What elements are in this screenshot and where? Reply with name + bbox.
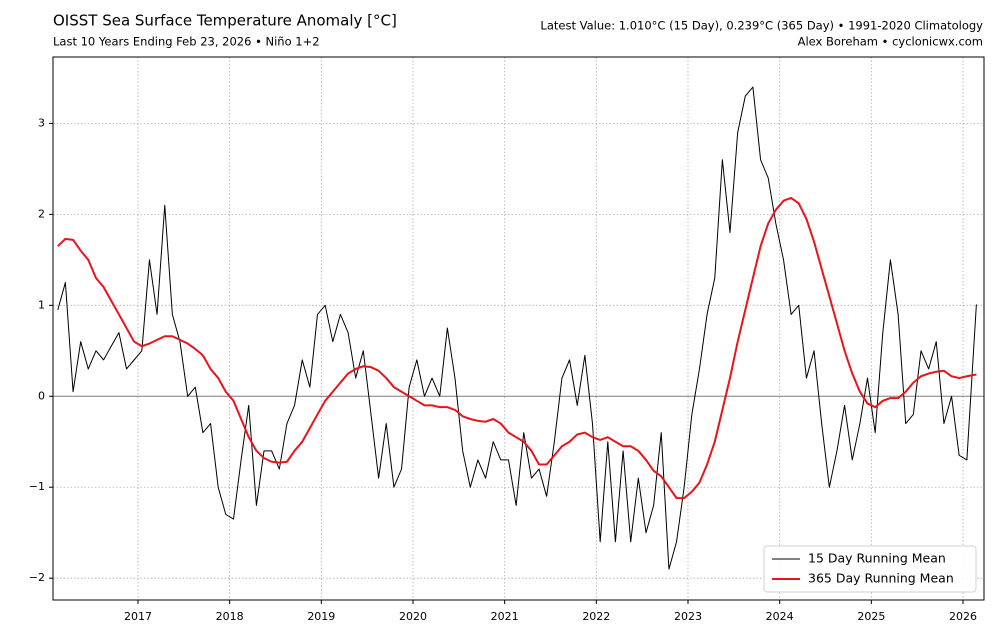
y-tick-label: 0: [38, 389, 45, 402]
y-tick-label: 1: [38, 298, 45, 311]
series-line: [57, 196, 977, 500]
x-tick-label: 2025: [857, 610, 885, 623]
x-tick-label: 2024: [766, 610, 794, 623]
x-tick-label: 2020: [399, 610, 427, 623]
annotation: Alex Boreham • cyclonicwx.com: [798, 35, 983, 49]
x-tick-label: 2021: [491, 610, 519, 623]
y-tick-label: 2: [38, 207, 45, 220]
x-tick-label: 2026: [949, 610, 977, 623]
x-tick-label: 2019: [307, 610, 335, 623]
legend-label: 365 Day Running Mean: [808, 571, 954, 586]
x-tick-label: 2018: [216, 610, 244, 623]
chart-subtitle: Last 10 Years Ending Feb 23, 2026 • Niño…: [53, 35, 320, 49]
x-tick-label: 2023: [674, 610, 702, 623]
x-tick-label: 2017: [124, 610, 152, 623]
y-tick-label: −1: [29, 480, 45, 493]
series-line: [57, 86, 977, 570]
chart-title: OISST Sea Surface Temperature Anomaly [°…: [53, 12, 397, 30]
legend-box: [763, 545, 977, 593]
y-tick-label: 3: [38, 116, 45, 129]
x-tick-label: 2022: [582, 610, 610, 623]
y-tick-label: −2: [29, 571, 45, 584]
legend-label: 15 Day Running Mean: [808, 551, 946, 566]
legend: 15 Day Running Mean 365 Day Running Mean: [763, 545, 977, 593]
annotation: Latest Value: 1.010°C (15 Day), 0.239°C …: [540, 19, 983, 33]
plot-frame: [52, 56, 985, 601]
